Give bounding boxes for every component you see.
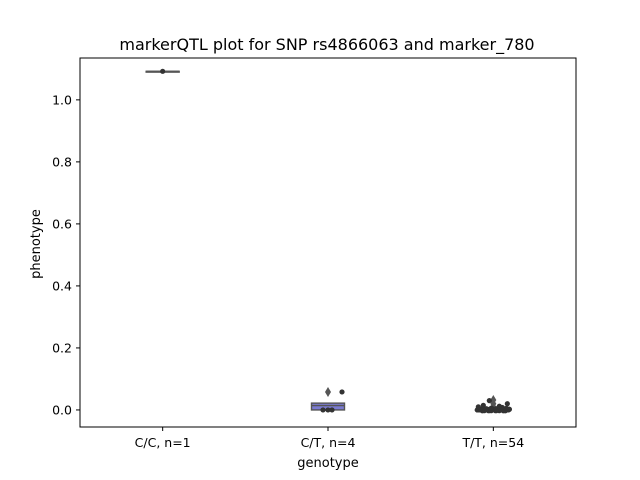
strip-series [160,68,512,414]
chart-title: markerQTL plot for SNP rs4866063 and mar… [119,35,534,55]
y-tick-label: 0.2 [52,340,72,355]
x-tick-label: C/T, n=4 [301,435,356,450]
plot-area [79,57,577,428]
y-tick-label: 0.0 [52,402,72,417]
strip-point [488,405,494,411]
strip-point [483,406,489,412]
strip-point [496,403,502,409]
x-axis: C/C, n=1 C/T, n=4 T/T, n=54 [135,427,524,450]
y-tick-label: 0.8 [52,154,72,169]
box-outlier [325,386,331,397]
box-outlier [490,395,497,406]
y-tick-label: 0.4 [52,278,72,293]
y-axis-label: phenotype [29,209,44,279]
strip-point [486,398,492,404]
strip-point [325,407,331,413]
y-tick-label: 0.6 [52,216,72,231]
x-tick-label: T/T, n=54 [461,435,524,450]
strip-point [503,405,509,411]
strip-point [320,407,326,413]
y-tick-label: 1.0 [52,92,72,107]
strip-point [339,389,345,395]
strip-point [480,402,486,408]
y-axis: 0.0 0.2 0.4 0.6 0.8 1.0 [52,92,80,417]
strip-point [504,401,510,407]
x-axis-label: genotype [297,456,358,471]
strip-point [475,404,481,410]
strip-point [329,407,335,413]
x-tick-label: C/C, n=1 [135,435,191,450]
strip-point [160,68,166,74]
